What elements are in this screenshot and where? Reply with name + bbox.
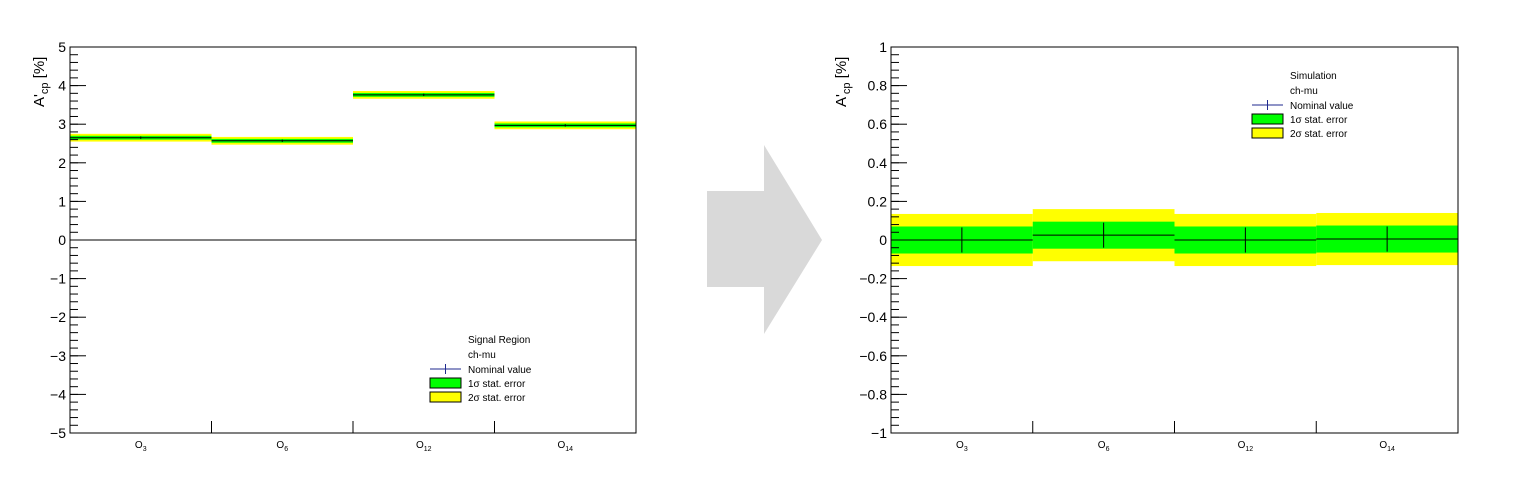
y-tick-label: 0.2 xyxy=(868,193,888,209)
y-tick-label: 1 xyxy=(58,193,66,209)
y-tick-label: −0.2 xyxy=(859,271,887,287)
legend-entry-label: 2σ stat. error xyxy=(468,393,526,404)
legend-1sigma-swatch xyxy=(429,377,462,389)
chart-left-panel: −5 −4 −3 −2 −1 0 1 2 3 4 5 O3 O6 O12 O14 A'cp [%] Signal… xyxy=(31,39,637,453)
y-tick-label: 4 xyxy=(58,78,66,94)
legend-2sigma-swatch xyxy=(1251,127,1284,139)
x-tick-label: O14 xyxy=(1379,440,1395,453)
x-tick-label: O14 xyxy=(557,440,573,453)
y-tick-label: −2 xyxy=(50,309,66,325)
chart-right-panel: −1 −0.8 −0.6 −0.4 −0.2 0 0.2 0.4 0.6 0.8 1 O3 O6 O12 O… xyxy=(833,39,1459,453)
y-axis-label: A'cp [%] xyxy=(31,57,51,107)
y-tick-label: 5 xyxy=(58,39,66,55)
x-tick-label: O6 xyxy=(1098,440,1110,453)
legend-entry-label: 1σ stat. error xyxy=(1290,115,1348,126)
y-tick-label: 0 xyxy=(58,232,66,248)
y-tick-label: −0.4 xyxy=(859,309,887,325)
legend-header: Signal Region xyxy=(468,335,530,346)
y-tick-label: −5 xyxy=(50,425,66,441)
legend-1sigma-swatch xyxy=(1251,113,1284,125)
legend-header: ch-mu xyxy=(468,350,496,361)
legend: Simulation ch-mu Nominal value 1σ stat. err… xyxy=(1251,71,1354,140)
y-axis-label: A'cp [%] xyxy=(833,57,853,107)
y-tick-label: 1 xyxy=(879,39,887,55)
x-tick-label: O3 xyxy=(956,440,968,453)
y-tick-label: 0.6 xyxy=(868,116,888,132)
legend-2sigma-swatch xyxy=(429,391,462,403)
y-tick-label: 2 xyxy=(58,155,66,171)
x-tick-label: O12 xyxy=(416,440,432,453)
y-tick-label: −0.6 xyxy=(859,348,887,364)
legend-entry-label: 1σ stat. error xyxy=(468,379,526,390)
y-tick-label: −3 xyxy=(50,348,66,364)
y-tick-label: 3 xyxy=(58,116,66,132)
y-tick-label: 0.4 xyxy=(868,155,888,171)
y-tick-label: −1 xyxy=(871,425,887,441)
legend-entry-label: 2σ stat. error xyxy=(1290,129,1348,140)
x-tick-label: O6 xyxy=(276,440,288,453)
x-tick-label: O12 xyxy=(1238,440,1254,453)
y-tick-label: −1 xyxy=(50,271,66,287)
y-tick-label: −0.8 xyxy=(859,386,887,402)
x-tick-label: O3 xyxy=(135,440,147,453)
legend: Signal Region ch-mu Nominal value 1σ stat. … xyxy=(429,335,532,404)
legend-entry-label: Nominal value xyxy=(1290,101,1354,112)
y-tick-label: 0 xyxy=(879,232,887,248)
legend-header: Simulation xyxy=(1290,71,1337,82)
legend-header: ch-mu xyxy=(1290,86,1318,97)
y-tick-label: 0.8 xyxy=(868,78,888,94)
right-arrow-icon xyxy=(707,145,822,334)
legend-entry-label: Nominal value xyxy=(468,365,532,376)
y-tick-label: −4 xyxy=(50,386,66,402)
